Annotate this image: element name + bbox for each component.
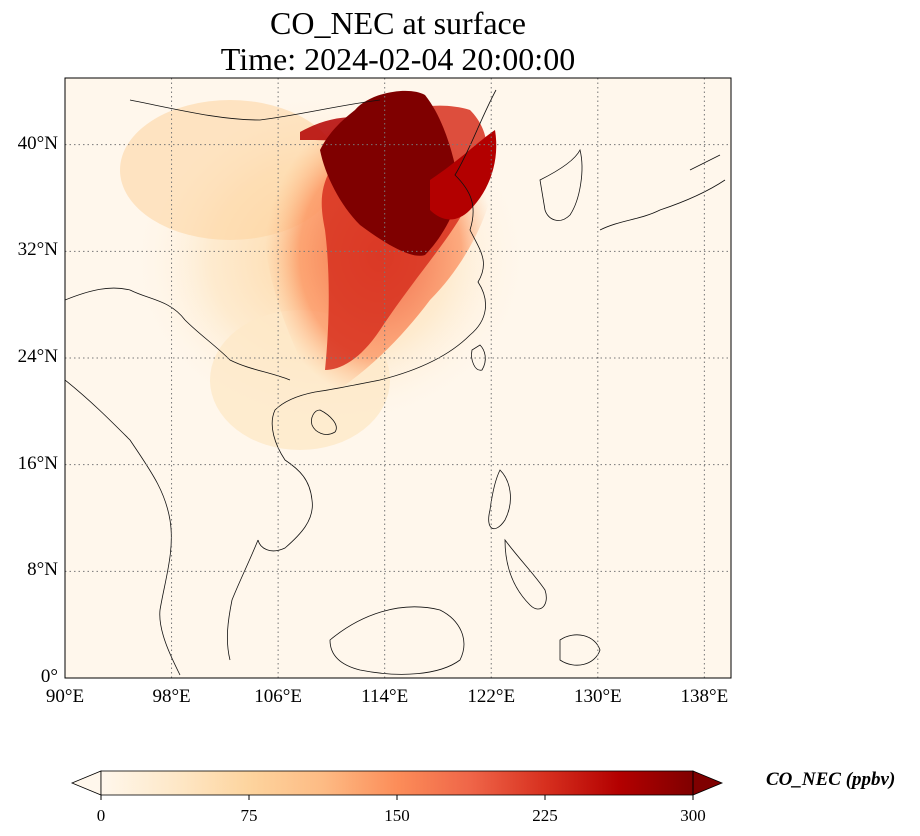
lon-tick-label: 106°E: [254, 686, 302, 707]
lon-tick-label: 114°E: [361, 686, 409, 707]
lat-tick-label: 32°N: [17, 239, 58, 261]
lat-tick-label: 40°N: [17, 132, 58, 154]
lat-tick-label: 0°: [40, 666, 58, 687]
map-frame: [64, 77, 732, 679]
colorbar-extend-high: [692, 770, 724, 796]
lon-tick-label: 122°E: [467, 686, 516, 707]
colorbar-tick-label: 0: [96, 806, 106, 825]
lat-tick-label: 24°N: [17, 346, 58, 367]
lon-tick-label: 90°E: [45, 686, 85, 707]
colorbar-tick-label: 150: [384, 806, 410, 825]
colorbar-label: CO_NEC (ppbv): [766, 769, 896, 790]
lon-tick-label: 138°E: [680, 686, 729, 707]
colorbar-extend-low: [70, 770, 102, 796]
colorbar-tick-label: 300: [680, 806, 706, 825]
map-gridlines: [65, 78, 731, 678]
colorbar-tick-label: 225: [532, 806, 558, 825]
colorbar-tick-label: 75: [240, 806, 258, 825]
map-subtitle: Time: 2024-02-04 20:00:00: [220, 41, 576, 77]
lon-tick-label: 98°E: [152, 686, 191, 707]
map-title: CO_NEC at surface: [270, 5, 526, 41]
colorbar-gradient: [101, 771, 693, 795]
lon-tick-label: 130°E: [573, 686, 622, 707]
lat-tick-label: 8°N: [27, 559, 58, 581]
lat-tick-label: 16°N: [17, 452, 58, 474]
concentration-field: [120, 90, 530, 450]
